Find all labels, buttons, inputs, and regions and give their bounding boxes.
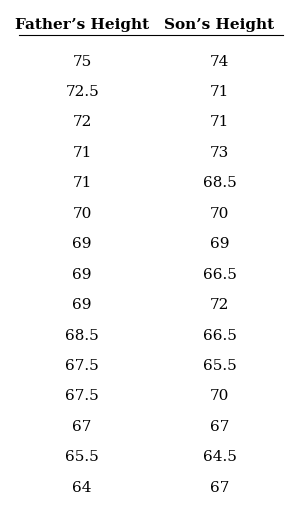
Text: 71: 71 [72,146,92,160]
Text: 72.5: 72.5 [65,85,99,99]
Text: 74: 74 [210,54,229,69]
Text: 66.5: 66.5 [203,268,237,282]
Text: 68.5: 68.5 [203,176,236,190]
Text: 66.5: 66.5 [203,328,237,343]
Text: 69: 69 [72,237,92,251]
Text: 72: 72 [210,298,229,312]
Text: 67: 67 [210,481,229,495]
Text: 71: 71 [210,85,229,99]
Text: 64.5: 64.5 [203,450,237,464]
Text: 65.5: 65.5 [65,450,99,464]
Text: 75: 75 [72,54,92,69]
Text: Father’s Height: Father’s Height [15,18,149,32]
Text: 71: 71 [72,176,92,190]
Text: 72: 72 [72,115,92,129]
Text: 67: 67 [72,420,92,434]
Text: Son’s Height: Son’s Height [164,18,275,32]
Text: 70: 70 [210,207,229,221]
Text: 67.5: 67.5 [65,359,99,373]
Text: 64: 64 [72,481,92,495]
Text: 69: 69 [72,268,92,282]
Text: 71: 71 [210,115,229,129]
Text: 73: 73 [210,146,229,160]
Text: 69: 69 [72,298,92,312]
Text: 70: 70 [210,389,229,403]
Text: 70: 70 [72,207,92,221]
Text: 69: 69 [210,237,229,251]
Text: 65.5: 65.5 [203,359,236,373]
Text: 67: 67 [210,420,229,434]
Text: 67.5: 67.5 [65,389,99,403]
Text: 68.5: 68.5 [65,328,99,343]
